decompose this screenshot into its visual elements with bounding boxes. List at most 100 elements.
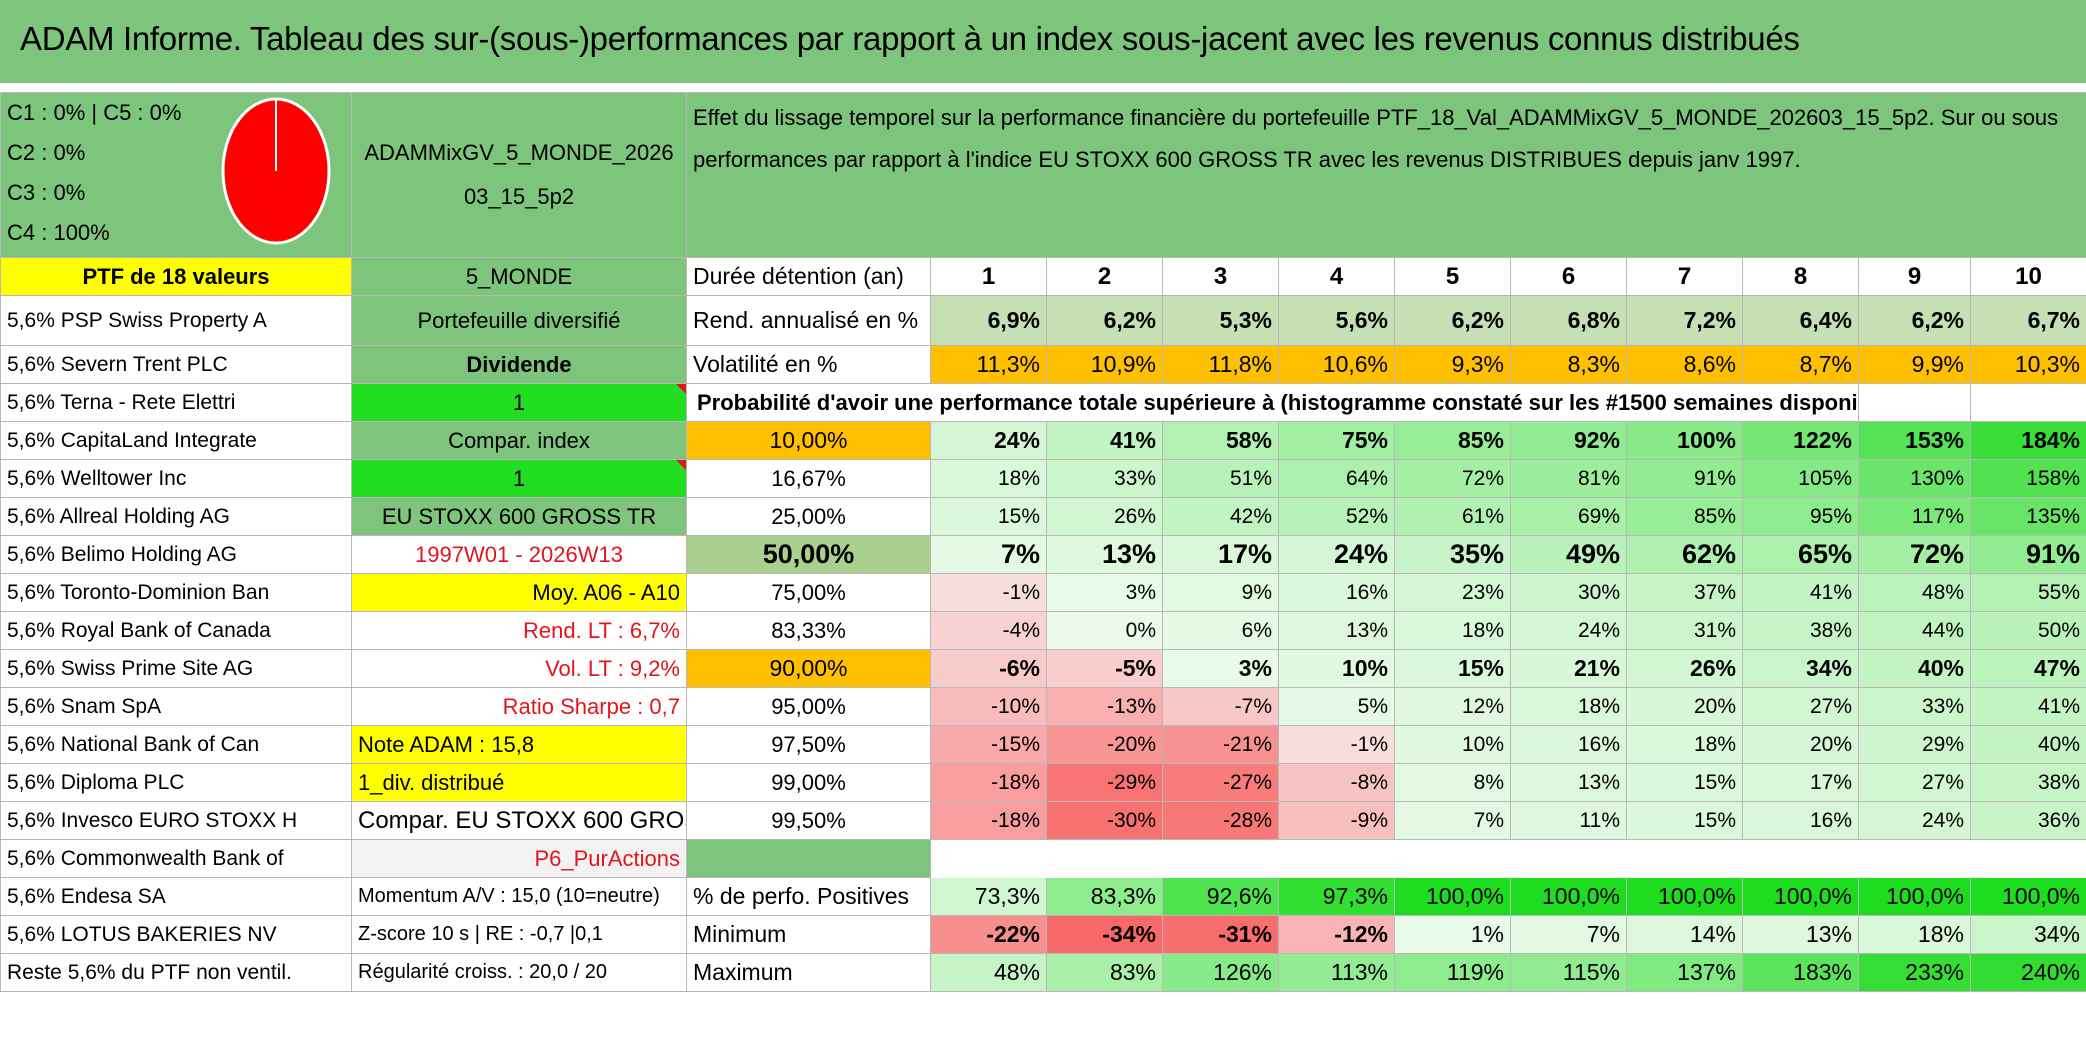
probability-value: 51%: [1162, 459, 1279, 498]
holding-name: 5,6% Invesco EURO STOXX H: [0, 801, 352, 840]
holding-name: 5,6% Allreal Holding AG: [0, 497, 352, 536]
holding-name: 5,6% Terna - Rete Elettri: [0, 383, 352, 422]
probability-value: 10%: [1278, 649, 1395, 688]
probability-value: 33%: [1046, 459, 1163, 498]
max-value: 48%: [930, 953, 1047, 992]
probability-value: 49%: [1510, 535, 1627, 574]
min-value: 13%: [1742, 915, 1859, 954]
probability-value: -29%: [1046, 763, 1163, 802]
percentile-label: 90,00%: [686, 649, 931, 688]
table-row: 5,6% Invesco EURO STOXX H Compar. EU STOX…: [0, 801, 2086, 840]
probability-value: -4%: [930, 611, 1047, 650]
pos-value: 92,6%: [1162, 877, 1279, 916]
probability-value: 3%: [1046, 573, 1163, 612]
empty-cell: [1859, 840, 1971, 878]
year-header: 8: [1742, 257, 1859, 296]
probability-value: -18%: [930, 763, 1047, 802]
vol-value: 9,9%: [1858, 345, 1971, 384]
pos-value: 100,0%: [1970, 877, 2086, 916]
page-title: ADAM Informe. Tableau des sur-(sous-)per…: [0, 0, 2086, 84]
vol-value: 11,3%: [930, 345, 1047, 384]
probability-value: 158%: [1970, 459, 2086, 498]
table-row: 5,6% Allreal Holding AG EU STOXX 600 GROS…: [0, 497, 2086, 536]
probability-value: 24%: [930, 421, 1047, 460]
probability-value: 26%: [1046, 497, 1163, 536]
rend-value: 6,2%: [1394, 295, 1511, 346]
holding-name: 5,6% PSP Swiss Property A: [0, 295, 352, 346]
holding-name: 5,6% Snam SpA: [0, 687, 352, 726]
probability-value: -20%: [1046, 725, 1163, 764]
probability-value: 38%: [1970, 763, 2086, 802]
info-sharpe: Ratio Sharpe : 0,7: [351, 687, 687, 726]
pos-value: 73,3%: [930, 877, 1047, 916]
info-index-name: EU STOXX 600 GROSS TR: [351, 497, 687, 536]
probability-value: 50%: [1970, 611, 2086, 650]
ptf-header: PTF de 18 valeurs: [0, 257, 352, 296]
probability-value: 184%: [1970, 421, 2086, 460]
probability-value: -10%: [930, 687, 1047, 726]
probability-value: 26%: [1626, 649, 1743, 688]
probability-value: 21%: [1510, 649, 1627, 688]
probability-value: -18%: [930, 801, 1047, 840]
probability-value: 12%: [1394, 687, 1511, 726]
probability-value: 130%: [1858, 459, 1971, 498]
probability-value: 47%: [1970, 649, 2086, 688]
info-flag-2: 1: [351, 459, 687, 498]
pos-value: 100,0%: [1626, 877, 1743, 916]
probability-value: -15%: [930, 725, 1047, 764]
rend-label: Rend. annualisé en %: [686, 295, 931, 346]
probability-value: 6%: [1162, 611, 1279, 650]
legend-c3: C3 : 0%: [7, 180, 86, 205]
empty-green-cell: [686, 839, 931, 878]
description: Effet du lissage temporel sur la perform…: [686, 92, 2086, 258]
probability-value: -5%: [1046, 649, 1163, 688]
rend-value: 6,8%: [1510, 295, 1627, 346]
probability-value: 85%: [1394, 421, 1511, 460]
probability-value: 72%: [1858, 535, 1971, 574]
probability-value: 18%: [1394, 611, 1511, 650]
holding-name: 5,6% Belimo Holding AG: [0, 535, 352, 574]
percentile-label: 99,50%: [686, 801, 931, 840]
probability-value: 15%: [1626, 801, 1743, 840]
probability-value: 62%: [1626, 535, 1743, 574]
probability-value: 8%: [1394, 763, 1511, 802]
probability-value: -7%: [1162, 687, 1279, 726]
rend-value: 6,9%: [930, 295, 1047, 346]
table-row: Reste 5,6% du PTF non ventil. Régularité …: [0, 953, 2086, 992]
probability-value: 34%: [1742, 649, 1859, 688]
max-value: 233%: [1858, 953, 1971, 992]
empty-cell: [1511, 840, 1627, 878]
probability-value: 40%: [1970, 725, 2086, 764]
info-zscore: Z-score 10 s | RE : -0,7 |0,1: [351, 915, 687, 954]
percentile-label: 95,00%: [686, 687, 931, 726]
rend-value: 6,2%: [1046, 295, 1163, 346]
min-value: 14%: [1626, 915, 1743, 954]
percentile-label: 83,33%: [686, 611, 931, 650]
probability-value: 15%: [1626, 763, 1743, 802]
probability-value: 7%: [1394, 801, 1511, 840]
table-row: PTF de 18 valeurs 5_MONDE Durée détention …: [0, 257, 2086, 296]
min-value: -34%: [1046, 915, 1163, 954]
probability-value: 100%: [1626, 421, 1743, 460]
legend-c4: C4 : 100%: [7, 220, 110, 245]
performance-table: C1 : 0% | C5 : 0% C2 : 0% C3 : 0% C4 : 1…: [0, 92, 2086, 992]
max-value: 126%: [1162, 953, 1279, 992]
probability-value: 0%: [1046, 611, 1163, 650]
portfolio-name: ADAMMixGV_5_MONDE_202603_15_5p2: [351, 92, 687, 258]
probability-value: 23%: [1394, 573, 1511, 612]
probability-value: 9%: [1162, 573, 1279, 612]
probability-value: -21%: [1162, 725, 1279, 764]
table-row: 5,6% PSP Swiss Property A Portefeuille di…: [0, 295, 2086, 346]
probability-title: Probabilité d'avoir une performance tota…: [686, 383, 1859, 422]
year-header: 1: [930, 257, 1047, 296]
info-regularity: Régularité croiss. : 20,0 / 20: [351, 953, 687, 992]
empty-cell: [1627, 840, 1743, 878]
max-value: 83%: [1046, 953, 1163, 992]
probability-value: 65%: [1742, 535, 1859, 574]
allocation-legend: C1 : 0% | C5 : 0% C2 : 0% C3 : 0% C4 : 1…: [0, 92, 352, 258]
holding-name: 5,6% National Bank of Can: [0, 725, 352, 764]
vol-value: 8,3%: [1510, 345, 1627, 384]
probability-value: 15%: [1394, 649, 1511, 688]
probability-value: 27%: [1858, 763, 1971, 802]
info-compar-index: Compar. index: [351, 421, 687, 460]
